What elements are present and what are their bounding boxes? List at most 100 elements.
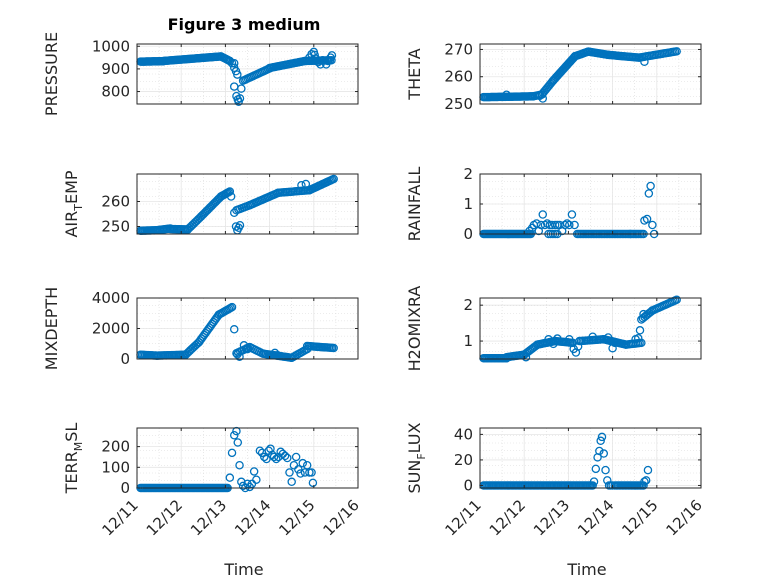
data-point [640,477,649,486]
y-axis-label: THETA [405,48,424,100]
data-point [225,187,235,196]
data-point [538,210,548,219]
data-point [502,90,511,99]
data-point [642,214,652,224]
y-tick-label: 0 [463,225,473,243]
data-point [307,468,316,477]
data-point [603,333,613,342]
data-point [229,430,239,440]
data-point [544,335,553,344]
data-point [235,94,245,103]
y-tick-label: 260 [101,193,130,211]
subplot-theta: 250 260 270 THETA [405,40,702,113]
y-axis-label: SUNFLUX [405,422,428,493]
data-point [646,181,655,191]
data-point [532,219,541,228]
y-tick-label: 2 [463,296,473,314]
data-point [298,458,307,468]
y-axis-label: MIXDEPTH [42,287,61,370]
axes-box [479,43,702,105]
y-axis-label: TERRMSL [62,423,85,495]
data-point [235,460,244,470]
y-tick-label: 2 [463,165,473,183]
data-point [302,460,312,470]
y-tick-label: 1 [463,195,473,213]
data-point [262,454,271,464]
data-point [329,343,338,353]
data-point [271,454,281,464]
axes-box [136,173,359,235]
data-point [242,344,251,353]
data-point [597,432,607,442]
data-point [227,302,237,312]
y-axis-label: H2OMIXRA [405,286,424,372]
data-point [260,452,269,462]
data-point [313,57,323,67]
axes-box [479,297,702,360]
data-point [227,448,237,458]
data-point [233,438,243,447]
data-point [521,352,531,362]
subplot-mixdepth: 0 2000 4000 MIXDEPTH [42,287,359,370]
data-point [237,84,246,93]
data-point [252,475,261,484]
y-axis-label: AIRTEMP [62,170,85,237]
data-point [601,465,610,475]
data-point [225,56,235,66]
y-tick-label: 0 [463,476,473,494]
data-point [538,94,548,103]
y-tick-label: 4000 [92,289,130,307]
subplot-air_temp: 250 260 AIRTEMP [62,170,359,238]
x-axis-label-left: Time [223,560,263,579]
y-tick-label: 1000 [92,37,130,55]
data-point [270,348,280,358]
subplot-h2omixra: 1 2 H2OMIXRA [405,286,702,372]
data-point [639,309,648,319]
data-point [570,220,579,230]
data-point [235,352,244,361]
data-point [233,70,242,79]
data-point [589,477,599,486]
data-point [596,436,605,446]
data-point [301,179,311,189]
axes-box [479,427,702,489]
data-point [235,220,245,230]
y-tick-label: 1 [463,332,473,350]
data-point [565,220,574,230]
data-point [283,453,292,463]
figure-title: Figure 3 medium [168,15,321,34]
subplot-rainfall: 0 1 2 RAINFALL [405,165,702,243]
data-point [553,334,562,343]
data-point [233,350,242,359]
y-tick-label: 800 [101,83,130,101]
axes-box [136,427,359,489]
y-tick-label: 0 [120,350,130,368]
data-point [639,481,648,490]
data-point [316,60,325,69]
data-point [329,174,338,184]
y-tick-label: 100 [101,458,130,476]
data-point [243,344,252,354]
data-point [549,339,558,349]
data-point [285,468,294,477]
data-point [672,47,681,56]
data-point [595,446,604,456]
data-point [229,325,239,334]
data-point [269,452,279,462]
data-point [648,220,657,230]
data-point [226,192,236,201]
data-point [229,58,239,68]
data-point [327,51,337,60]
data-point [291,452,301,462]
y-axis-label: PRESSURE [42,32,61,116]
data-point [308,478,318,488]
data-point [225,473,235,482]
data-point [588,481,597,490]
x-axis-label-right: Time [566,560,606,579]
axes-box [136,43,359,105]
data-point [588,332,597,342]
data-point [610,338,620,348]
